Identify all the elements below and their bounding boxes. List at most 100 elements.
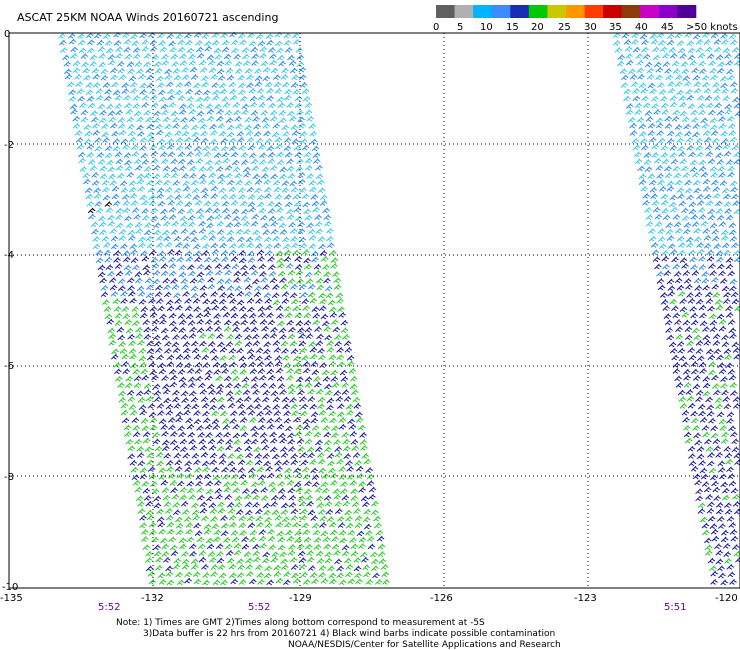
- wind-barb: [324, 220, 332, 227]
- wind-barb: [186, 151, 194, 157]
- wind-barb: [228, 137, 237, 144]
- wind-barb: [182, 452, 191, 459]
- wind-barb: [283, 305, 292, 312]
- wind-barb: [202, 410, 210, 417]
- wind-barb: [128, 180, 137, 186]
- wind-barb: [186, 480, 195, 487]
- wind-barb: [624, 45, 633, 52]
- wind-barb: [145, 565, 154, 572]
- wind-barb: [350, 543, 359, 550]
- wind-barb: [267, 151, 276, 158]
- wind-barb: [211, 418, 220, 425]
- wind-barb: [99, 173, 108, 180]
- wind-barb: [326, 516, 335, 522]
- wind-barb: [163, 284, 171, 291]
- wind-barb: [133, 375, 142, 382]
- wind-barb: [127, 229, 136, 236]
- wind-barb: [278, 109, 287, 116]
- wind-barb: [115, 270, 124, 277]
- wind-barb: [312, 529, 321, 536]
- wind-barb: [256, 201, 265, 208]
- wind-barb: [113, 257, 121, 263]
- wind-barb: [309, 403, 318, 410]
- wind-barb: [286, 319, 294, 326]
- wind-barb: [652, 54, 661, 61]
- wind-barb: [205, 270, 214, 276]
- wind-barb: [92, 236, 100, 242]
- pass-time: 5:51: [664, 602, 686, 613]
- wind-barb: [300, 451, 308, 458]
- wind-barb: [225, 438, 233, 445]
- legend-swatch: [436, 5, 455, 18]
- wind-barb: [311, 522, 320, 529]
- wind-barb: [230, 151, 239, 158]
- wind-barb: [268, 215, 277, 222]
- wind-barb: [260, 438, 269, 444]
- wind-barb: [260, 214, 268, 221]
- wind-barb: [283, 32, 291, 39]
- wind-barb: [192, 297, 201, 304]
- wind-barb: [95, 249, 103, 256]
- wind-barb: [335, 292, 344, 299]
- wind-barb: [211, 256, 220, 263]
- wind-barb: [620, 82, 629, 88]
- wind-barb: [220, 515, 228, 521]
- wind-barb: [233, 109, 241, 116]
- wind-barb: [203, 528, 212, 535]
- wind-barb: [170, 487, 178, 494]
- wind-barb: [142, 319, 151, 325]
- wind-barb: [157, 362, 166, 369]
- wind-barb: [244, 290, 253, 297]
- wind-barb: [237, 187, 246, 193]
- wind-barb: [219, 346, 228, 353]
- wind-barb: [374, 578, 383, 585]
- wind-barb: [234, 285, 242, 292]
- wind-barb: [255, 355, 263, 362]
- wind-barb: [155, 284, 163, 291]
- wind-barb: [136, 446, 144, 452]
- wind-barb: [115, 158, 124, 165]
- wind-barb: [165, 409, 174, 416]
- wind-barb: [333, 277, 341, 284]
- wind-barb: [92, 129, 101, 136]
- wind-barb: [190, 236, 199, 243]
- wind-barb: [204, 369, 213, 376]
- wind-barb: [225, 117, 234, 124]
- wind-barb: [187, 319, 196, 326]
- wind-barb: [142, 431, 151, 438]
- wind-barb: [206, 108, 215, 115]
- wind-barb: [216, 383, 224, 390]
- wind-barb: [666, 33, 675, 40]
- wind-barb: [216, 550, 224, 557]
- wind-barb: [144, 446, 153, 453]
- wind-barb: [220, 145, 229, 152]
- wind-barb: [331, 425, 339, 432]
- wind-barb: [346, 465, 354, 472]
- wind-barb: [320, 481, 329, 488]
- wind-barb: [248, 87, 257, 94]
- wind-barb: [312, 152, 321, 159]
- wind-barb: [107, 166, 116, 173]
- wind-barb: [68, 95, 77, 102]
- wind-barb: [183, 354, 191, 360]
- wind-barb: [254, 403, 262, 410]
- wind-barb: [128, 340, 136, 347]
- wind-barb: [299, 138, 308, 144]
- wind-barb: [345, 563, 354, 570]
- wind-barb: [134, 271, 143, 278]
- wind-barb: [115, 164, 124, 171]
- wind-barb: [118, 341, 126, 348]
- wind-barb: [621, 74, 629, 81]
- wind-barb: [295, 47, 304, 53]
- wind-barb: [197, 277, 205, 284]
- wind-barb: [344, 346, 353, 353]
- wind-barb: [115, 207, 124, 214]
- wind-barb: [315, 340, 324, 347]
- wind-barb: [235, 123, 243, 130]
- wind-barb: [262, 551, 270, 558]
- wind-barb: [672, 68, 681, 74]
- wind-barb: [264, 297, 272, 304]
- wind-barb: [160, 270, 169, 277]
- wind-barb: [191, 187, 200, 194]
- wind-barb: [287, 278, 296, 284]
